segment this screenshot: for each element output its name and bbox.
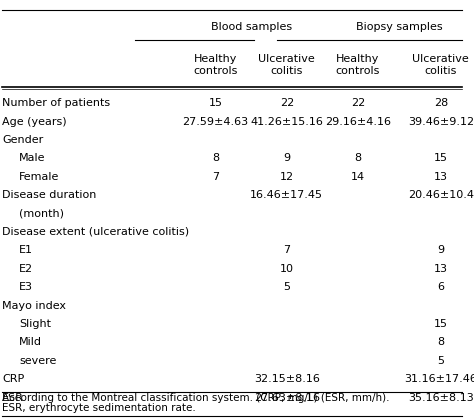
Text: 8: 8 xyxy=(354,153,362,163)
Text: 9: 9 xyxy=(283,153,291,163)
Text: (month): (month) xyxy=(19,209,64,219)
Text: 35.16±8.13: 35.16±8.13 xyxy=(408,393,474,403)
Text: Ulcerative
colitis: Ulcerative colitis xyxy=(258,54,315,76)
Text: 12: 12 xyxy=(280,172,294,182)
Text: According to the Montreal classification system. (CRP, mg/L) (ESR, mm/h).: According to the Montreal classification… xyxy=(2,393,390,403)
Text: Blood samples: Blood samples xyxy=(210,22,292,32)
Text: 15: 15 xyxy=(434,153,448,163)
Text: Mild: Mild xyxy=(19,337,42,347)
Text: Number of patients: Number of patients xyxy=(2,98,110,108)
Text: E1: E1 xyxy=(19,245,33,255)
Text: 5: 5 xyxy=(283,282,290,292)
Text: 5: 5 xyxy=(438,356,444,366)
Text: Mayo index: Mayo index xyxy=(2,301,66,311)
Text: Male: Male xyxy=(19,153,46,163)
Text: ESR, erythrocyte sedimentation rate.: ESR, erythrocyte sedimentation rate. xyxy=(2,403,196,413)
Text: 15: 15 xyxy=(434,319,448,329)
Text: 32.15±8.16: 32.15±8.16 xyxy=(254,374,319,384)
Text: 41.26±15.16: 41.26±15.16 xyxy=(250,117,323,127)
Text: 22: 22 xyxy=(351,98,365,108)
Text: 8: 8 xyxy=(437,337,445,347)
Text: 15: 15 xyxy=(209,98,223,108)
Text: Gender: Gender xyxy=(2,135,44,145)
Text: ESR: ESR xyxy=(2,393,24,403)
Text: 14: 14 xyxy=(351,172,365,182)
Text: Biopsy samples: Biopsy samples xyxy=(356,22,443,32)
Text: Slight: Slight xyxy=(19,319,51,329)
Text: Ulcerative
colitis: Ulcerative colitis xyxy=(412,54,469,76)
Text: Disease extent (ulcerative colitis): Disease extent (ulcerative colitis) xyxy=(2,227,190,237)
Text: 6: 6 xyxy=(438,282,444,292)
Text: severe: severe xyxy=(19,356,56,366)
Text: 13: 13 xyxy=(434,264,448,274)
Text: 28: 28 xyxy=(434,98,448,108)
Text: 9: 9 xyxy=(437,245,445,255)
Text: Female: Female xyxy=(19,172,59,182)
Text: Healthy
controls: Healthy controls xyxy=(336,54,380,76)
Text: 39.46±9.12: 39.46±9.12 xyxy=(408,117,474,127)
Text: E3: E3 xyxy=(19,282,33,292)
Text: 29.16±4.16: 29.16±4.16 xyxy=(325,117,391,127)
Text: 7: 7 xyxy=(283,245,291,255)
Text: E2: E2 xyxy=(19,264,33,274)
Text: 13: 13 xyxy=(434,172,448,182)
Text: 20.46±10.4: 20.46±10.4 xyxy=(408,190,474,200)
Text: Disease duration: Disease duration xyxy=(2,190,97,200)
Text: 8: 8 xyxy=(212,153,219,163)
Text: 27.63±8.16: 27.63±8.16 xyxy=(254,393,320,403)
Text: 27.59±4.63: 27.59±4.63 xyxy=(182,117,249,127)
Text: 16.46±17.45: 16.46±17.45 xyxy=(250,190,323,200)
Text: 22: 22 xyxy=(280,98,294,108)
Text: 7: 7 xyxy=(212,172,219,182)
Text: CRP: CRP xyxy=(2,374,25,384)
Text: Healthy
controls: Healthy controls xyxy=(193,54,238,76)
Text: 31.16±17.46: 31.16±17.46 xyxy=(404,374,474,384)
Text: Age (years): Age (years) xyxy=(2,117,67,127)
Text: 10: 10 xyxy=(280,264,294,274)
